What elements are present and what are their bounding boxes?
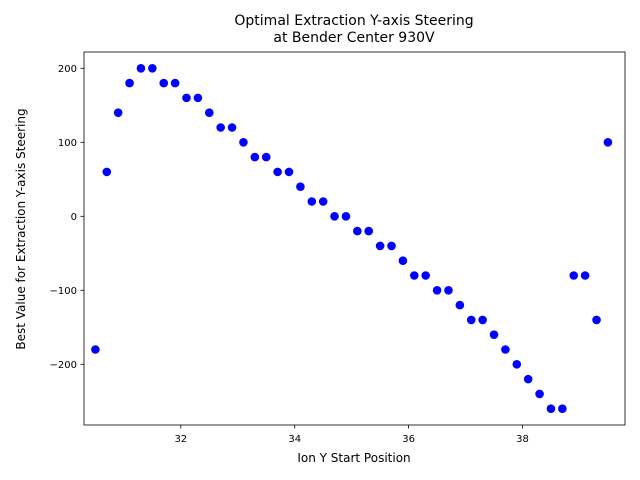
data-point xyxy=(353,226,362,236)
chart-title: Optimal Extraction Y-axis Steering xyxy=(234,13,473,29)
x-axis-ticks: 32 34 36 38 xyxy=(174,425,529,445)
data-point xyxy=(444,286,453,295)
data-point xyxy=(113,108,123,117)
data-point xyxy=(546,404,556,414)
data-point xyxy=(227,123,237,132)
y-tick-label: 0 xyxy=(71,212,77,223)
data-point xyxy=(592,315,601,325)
data-points xyxy=(91,63,613,414)
x-tick-label: 32 xyxy=(174,434,187,445)
x-tick-label: 34 xyxy=(288,434,301,445)
y-tick-label: 200 xyxy=(58,64,77,75)
data-point xyxy=(182,93,191,103)
data-point xyxy=(148,63,157,73)
y-tick-label: −200 xyxy=(50,360,77,371)
x-tick-label: 38 xyxy=(516,434,529,445)
data-point xyxy=(432,286,442,295)
y-tick-label: −100 xyxy=(50,286,77,297)
data-point xyxy=(204,108,214,117)
data-point xyxy=(330,211,339,221)
data-point xyxy=(580,271,590,280)
data-point xyxy=(193,93,203,103)
x-axis-label: Ion Y Start Position xyxy=(297,451,410,465)
data-point xyxy=(512,360,522,369)
y-tick-label: 100 xyxy=(58,138,77,149)
data-point xyxy=(216,123,225,132)
data-point xyxy=(284,167,294,177)
data-point xyxy=(569,271,579,280)
data-point xyxy=(455,300,465,310)
data-point xyxy=(523,374,533,384)
data-point xyxy=(535,389,544,399)
data-point xyxy=(489,330,499,340)
data-point xyxy=(466,315,476,325)
data-point xyxy=(102,167,112,177)
data-point xyxy=(91,345,100,354)
data-point xyxy=(250,152,260,162)
chart-subtitle: at Bender Center 930V xyxy=(273,30,435,46)
data-point xyxy=(375,241,385,251)
data-point xyxy=(558,404,567,414)
data-point xyxy=(159,78,169,88)
plot-frame xyxy=(83,51,626,426)
data-point xyxy=(296,182,305,191)
data-point xyxy=(501,345,510,354)
x-tick-label: 36 xyxy=(402,434,415,445)
data-point xyxy=(261,152,271,162)
plot-area xyxy=(83,51,626,426)
data-point xyxy=(421,271,430,280)
data-point xyxy=(341,211,351,221)
data-point xyxy=(409,271,419,280)
y-axis-ticks: −200 −100 0 100 200 xyxy=(50,64,84,371)
data-point xyxy=(125,78,134,88)
data-point xyxy=(387,241,396,251)
y-axis-label: Best Value for Extraction Y-axis Steerin… xyxy=(14,108,28,349)
data-point xyxy=(136,63,146,73)
data-point xyxy=(170,78,180,88)
data-point xyxy=(273,167,282,177)
data-point xyxy=(307,197,317,206)
data-point xyxy=(239,137,248,147)
data-point xyxy=(478,315,487,325)
data-point xyxy=(318,197,328,206)
data-point xyxy=(603,137,613,147)
data-point xyxy=(364,226,374,236)
data-point xyxy=(398,256,408,266)
